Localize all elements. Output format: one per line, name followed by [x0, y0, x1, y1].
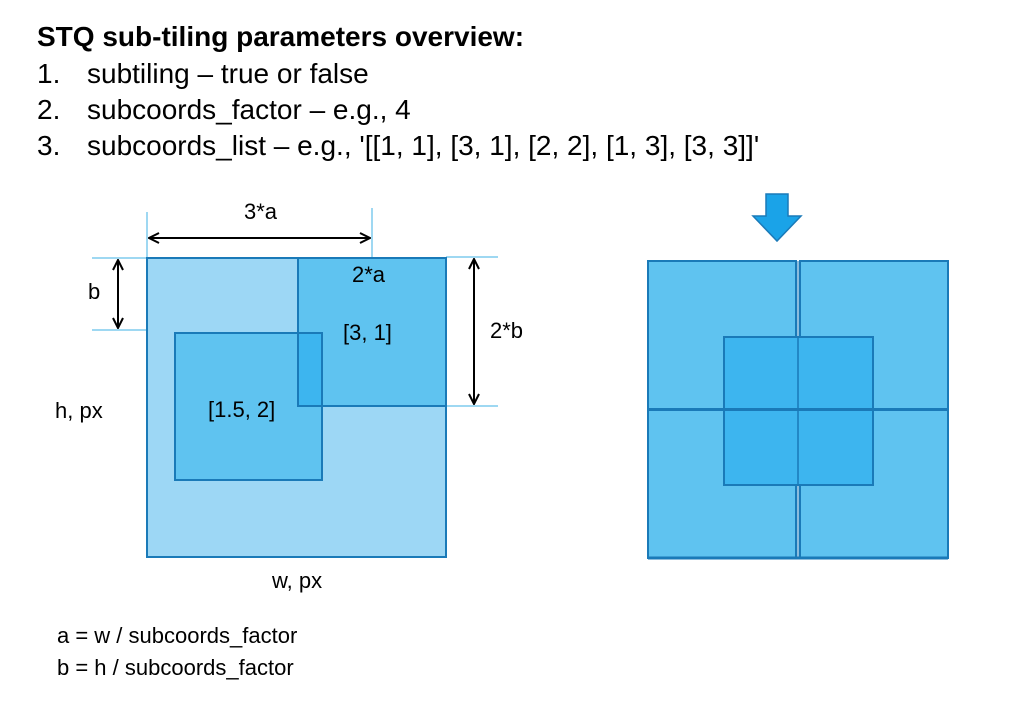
list-text: subcoords_list – e.g., '[[1, 1], [3, 1],… [87, 130, 760, 161]
down-arrow-icon [751, 193, 803, 243]
result-grid [647, 260, 949, 560]
formula-a: a = w / subcoords_factor [57, 623, 298, 648]
slide-title: STQ sub-tiling parameters overview: [37, 21, 525, 52]
formula-b: b = h / subcoords_factor [57, 655, 294, 680]
list-number: 1. [37, 58, 61, 89]
list-item: 3. subcoords_list – e.g., '[[1, 1], [3, … [37, 128, 759, 164]
label-subtile-1-5-2: [1.5, 2] [208, 397, 275, 422]
list-number: 3. [37, 130, 61, 161]
label-b: b [88, 279, 100, 304]
label-2b: 2*b [490, 318, 523, 343]
label-height: h, px [55, 398, 103, 423]
subtile-overlap [297, 332, 323, 407]
label-3a: 3*a [244, 199, 278, 224]
list-text: subcoords_factor – e.g., 4 [87, 94, 411, 125]
label-width: w, px [271, 568, 322, 593]
parameter-list: 1. subtiling – true or false 2. subcoord… [37, 56, 759, 164]
list-item: 1. subtiling – true or false [37, 56, 759, 92]
guide-lines [92, 208, 498, 407]
list-number: 2. [37, 94, 61, 125]
list-text: subtiling – true or false [87, 58, 369, 89]
list-item: 2. subcoords_factor – e.g., 4 [37, 92, 759, 128]
label-subtile-3-1: [3, 1] [343, 320, 392, 345]
label-2a: 2*a [352, 262, 386, 287]
formulas: a = w / subcoords_factor b = h / subcoor… [57, 620, 297, 684]
